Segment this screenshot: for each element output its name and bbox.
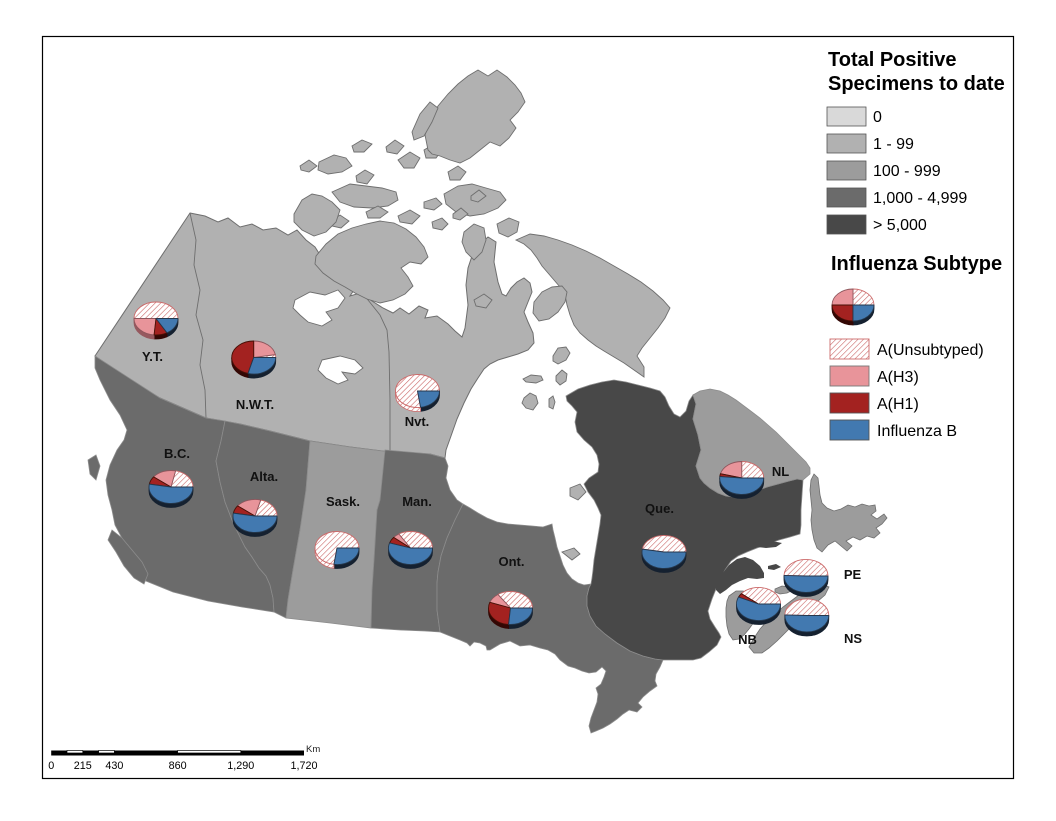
svg-text:1,000 - 4,999: 1,000 - 4,999 <box>873 190 967 207</box>
svg-text:430: 430 <box>105 760 123 772</box>
svg-text:Total Positive: Total Positive <box>828 49 957 71</box>
svg-text:> 5,000: > 5,000 <box>873 217 927 234</box>
svg-text:0: 0 <box>48 760 54 772</box>
svg-text:NB: NB <box>738 632 757 647</box>
svg-text:Nvt.: Nvt. <box>405 414 430 429</box>
svg-text:Influenza Subtype: Influenza Subtype <box>831 253 1002 275</box>
svg-text:1,720: 1,720 <box>290 760 317 772</box>
svg-text:Ont.: Ont. <box>499 554 525 569</box>
svg-text:NL: NL <box>772 464 789 479</box>
svg-text:100 - 999: 100 - 999 <box>873 163 941 180</box>
svg-text:Sask.: Sask. <box>326 494 360 509</box>
svg-text:Km: Km <box>306 744 320 755</box>
svg-text:860: 860 <box>169 760 187 772</box>
svg-text:0: 0 <box>873 109 882 126</box>
svg-text:Que.: Que. <box>645 501 674 516</box>
svg-text:1 - 99: 1 - 99 <box>873 136 914 153</box>
svg-text:A(Unsubtyped): A(Unsubtyped) <box>877 342 984 359</box>
svg-text:Specimens to date: Specimens to date <box>828 73 1005 95</box>
svg-text:Alta.: Alta. <box>250 469 278 484</box>
svg-text:NS: NS <box>844 631 862 646</box>
svg-text:Y.T.: Y.T. <box>142 349 163 364</box>
svg-text:215: 215 <box>74 760 92 772</box>
svg-text:A(H3): A(H3) <box>877 369 919 386</box>
svg-text:N.W.T.: N.W.T. <box>236 397 274 412</box>
svg-text:A(H1): A(H1) <box>877 396 919 413</box>
svg-text:Man.: Man. <box>402 494 432 509</box>
svg-text:B.C.: B.C. <box>164 446 190 461</box>
svg-text:PE: PE <box>844 567 862 582</box>
svg-text:1,290: 1,290 <box>227 760 254 772</box>
svg-text:Influenza B: Influenza B <box>877 423 957 440</box>
